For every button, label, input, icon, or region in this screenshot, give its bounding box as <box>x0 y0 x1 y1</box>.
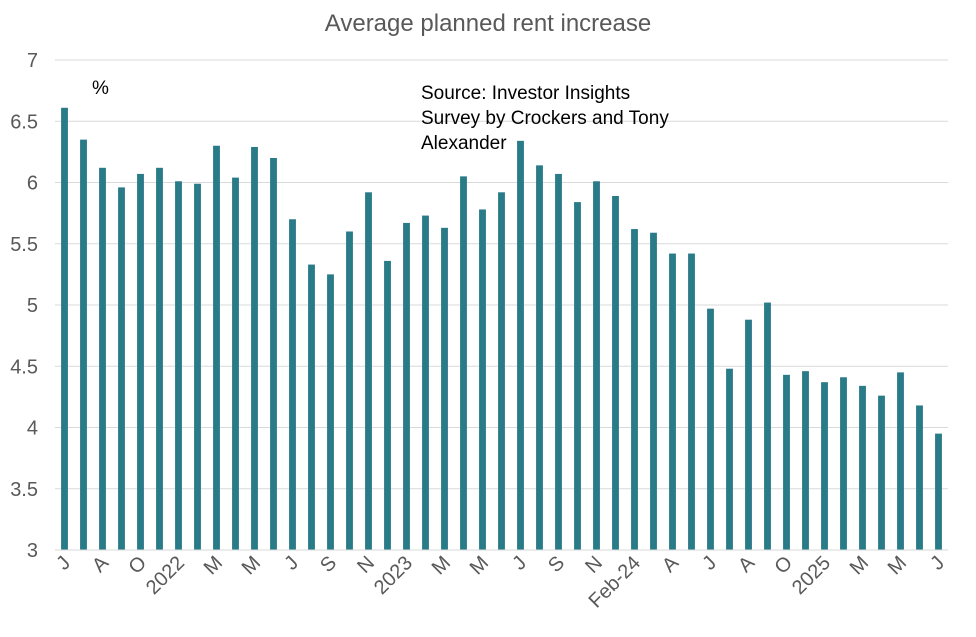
bar <box>137 173 144 551</box>
bar <box>650 232 657 550</box>
x-tick-label: J <box>508 552 531 575</box>
bar <box>99 167 106 551</box>
y-axis-ticks: 3 3.5 4 4.5 5 5.5 6 6.5 7 <box>10 50 38 562</box>
bar <box>593 181 600 550</box>
x-tick-label: M <box>466 552 493 579</box>
bar <box>308 264 315 550</box>
source-annotation-line: Survey by Crockers and Tony <box>421 108 669 129</box>
x-tick-label: J <box>926 552 949 575</box>
bar <box>384 260 391 550</box>
bar <box>935 433 942 550</box>
x-tick-label: M <box>200 552 227 579</box>
x-tick-label: S <box>544 552 569 577</box>
bar <box>460 176 467 550</box>
chart-title: Average planned rent increase <box>324 10 652 37</box>
y-tick-label: 4.5 <box>10 356 38 378</box>
bar <box>916 405 923 550</box>
bar <box>289 219 296 550</box>
x-tick-label: S <box>316 552 341 577</box>
x-tick-label: N <box>581 552 607 578</box>
source-annotation: Source: Investor Insights Survey by Crock… <box>421 83 669 154</box>
bar <box>232 177 239 550</box>
bar <box>764 302 771 550</box>
source-annotation-line: Source: Investor Insights <box>421 83 630 104</box>
x-tick-label: J <box>698 552 721 575</box>
x-tick-label: J <box>52 552 75 575</box>
bar <box>574 202 581 550</box>
bar <box>745 319 752 550</box>
y-tick-label: 5 <box>27 295 38 317</box>
bar <box>669 253 676 551</box>
bar <box>859 385 866 550</box>
bar <box>270 158 277 550</box>
x-tick-label: M <box>884 552 911 579</box>
bar <box>726 368 733 550</box>
bar <box>175 181 182 550</box>
bar <box>251 146 258 550</box>
bar <box>897 372 904 550</box>
bar <box>688 253 695 551</box>
bars <box>61 107 942 551</box>
x-tick-label: 2023 <box>370 552 417 599</box>
bar <box>422 215 429 550</box>
y-tick-label: 7 <box>27 50 38 72</box>
bar <box>840 377 847 550</box>
x-tick-label: M <box>428 552 455 579</box>
x-tick-label: O <box>770 552 797 579</box>
bar <box>327 274 334 550</box>
x-tick-label: M <box>238 552 265 579</box>
bar <box>61 107 68 551</box>
bar <box>498 192 505 551</box>
x-tick-label: N <box>353 552 379 578</box>
bar <box>783 374 790 550</box>
bar <box>802 371 809 550</box>
bar <box>479 209 486 550</box>
bar <box>403 222 410 551</box>
y-tick-label: 4 <box>27 418 38 440</box>
bar <box>441 227 448 550</box>
x-tick-label: A <box>88 552 113 577</box>
x-tick-label: 2022 <box>142 552 189 599</box>
y-tick-label: 3.5 <box>10 479 38 501</box>
bar <box>555 173 562 551</box>
x-tick-label: O <box>124 552 151 579</box>
bar <box>213 145 220 550</box>
y-unit-label: % <box>92 78 109 99</box>
bar <box>80 139 87 550</box>
bar <box>878 395 885 550</box>
bar <box>517 140 524 550</box>
bar <box>536 165 543 550</box>
y-tick-label: 6 <box>27 173 38 195</box>
bar <box>118 187 125 550</box>
source-annotation-line: Alexander <box>421 133 507 154</box>
x-tick-label: J <box>280 552 303 575</box>
bar <box>821 382 828 550</box>
x-tick-label: A <box>734 552 759 577</box>
bar <box>346 231 353 550</box>
bar <box>631 229 638 551</box>
y-tick-label: 6.5 <box>10 111 38 133</box>
x-tick-label: M <box>846 552 873 579</box>
x-tick-label: 2025 <box>788 552 835 599</box>
bar <box>612 195 619 550</box>
y-tick-label: 5.5 <box>10 234 38 256</box>
y-tick-label: 3 <box>27 540 38 562</box>
bar <box>365 192 372 551</box>
x-tick-label: A <box>658 552 683 577</box>
bar <box>707 308 714 550</box>
bar <box>194 183 201 550</box>
bar <box>156 167 163 551</box>
